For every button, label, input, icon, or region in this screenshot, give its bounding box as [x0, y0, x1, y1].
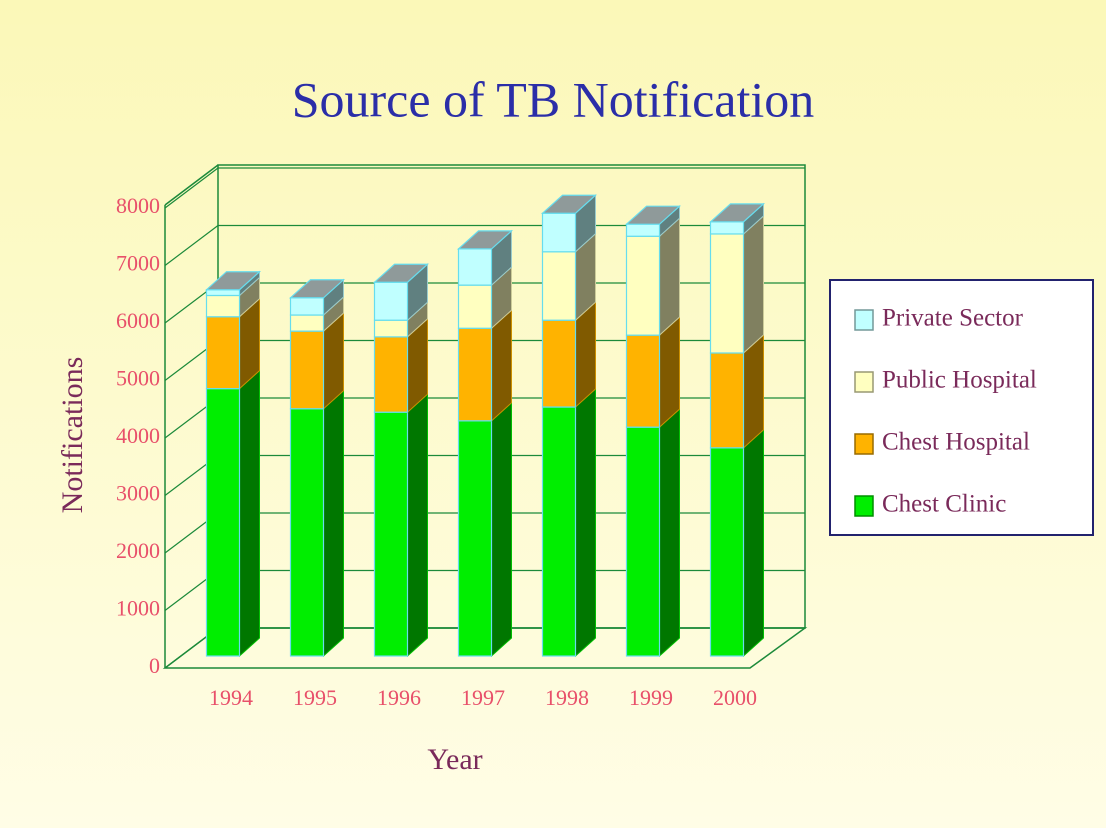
- x-tick-label: 1995: [293, 685, 337, 710]
- bar-top: [624, 205, 682, 225]
- bar: [457, 248, 493, 286]
- x-tick-label: 1997: [461, 685, 505, 710]
- side-wall-edge: [164, 164, 219, 206]
- bar: [457, 420, 493, 657]
- bar: [625, 426, 661, 657]
- bar: [457, 327, 493, 422]
- bar: [289, 297, 325, 316]
- bar: [373, 319, 409, 338]
- bar-top: [456, 230, 514, 250]
- bar: [625, 334, 661, 428]
- bar: [457, 284, 493, 329]
- y-tick-label: 1000: [116, 596, 160, 621]
- legend-label: Chest Hospital: [882, 429, 1030, 456]
- y-axis-title: Notifications: [56, 357, 89, 514]
- x-tick-label: 1994: [209, 685, 253, 710]
- legend-label: Public Hospital: [882, 367, 1037, 394]
- bar: [541, 251, 577, 321]
- bar-top: [372, 263, 430, 283]
- bar: [289, 314, 325, 332]
- bar-top: [708, 203, 766, 223]
- bar: [373, 336, 409, 413]
- grid-line-side: [164, 167, 219, 209]
- bar: [625, 223, 661, 237]
- y-tick-label: 8000: [116, 193, 160, 218]
- x-axis-title: Year: [427, 743, 482, 776]
- legend-swatch: [854, 309, 874, 331]
- legend-box: [829, 279, 1094, 536]
- bar: [541, 212, 577, 253]
- grid-line-side: [164, 225, 219, 266]
- x-tick-label: 1998: [545, 685, 589, 710]
- bar: [709, 447, 745, 657]
- y-tick-label: 0: [149, 653, 160, 678]
- bar-side: [575, 387, 596, 658]
- y-tick-label: 7000: [116, 251, 160, 276]
- x-tick-label: 1999: [629, 685, 673, 710]
- legend-label: Chest Clinic: [882, 491, 1006, 518]
- bar: [205, 316, 241, 390]
- x-tick-label: 2000: [713, 685, 757, 710]
- bar: [373, 281, 409, 321]
- y-tick-label: 5000: [116, 366, 160, 391]
- bar: [205, 289, 241, 297]
- bar-side: [743, 333, 764, 449]
- bar: [541, 319, 577, 408]
- bar: [709, 352, 745, 449]
- legend-swatch: [854, 371, 874, 393]
- bar: [205, 388, 241, 657]
- bar: [289, 330, 325, 410]
- chart-title: Source of TB Notification: [292, 71, 815, 127]
- x-tick-label: 1996: [377, 685, 421, 710]
- legend-swatch: [854, 495, 874, 517]
- y-tick-label: 3000: [116, 481, 160, 506]
- bar-side: [239, 369, 260, 658]
- bar-top: [540, 194, 598, 214]
- bar-side: [491, 309, 512, 422]
- legend-label: Private Sector: [882, 305, 1024, 332]
- legend-swatch: [854, 433, 874, 455]
- bar-side: [407, 393, 428, 658]
- bar-top: [204, 271, 262, 291]
- bar: [709, 233, 745, 354]
- y-tick-label: 6000: [116, 308, 160, 333]
- bar: [625, 235, 661, 336]
- bar-side: [659, 316, 680, 429]
- bar-side: [659, 408, 680, 658]
- bar-top: [288, 279, 346, 299]
- bar: [205, 294, 241, 318]
- bar: [541, 406, 577, 657]
- bar: [709, 221, 745, 235]
- bar-side: [323, 389, 344, 658]
- bar: [373, 411, 409, 657]
- bar-side: [659, 217, 680, 337]
- y-tick-label: 4000: [116, 423, 160, 448]
- y-tick-label: 2000: [116, 538, 160, 563]
- bar: [289, 408, 325, 657]
- bar-side: [743, 214, 764, 355]
- bar-side: [491, 401, 512, 658]
- bar-side: [743, 428, 764, 658]
